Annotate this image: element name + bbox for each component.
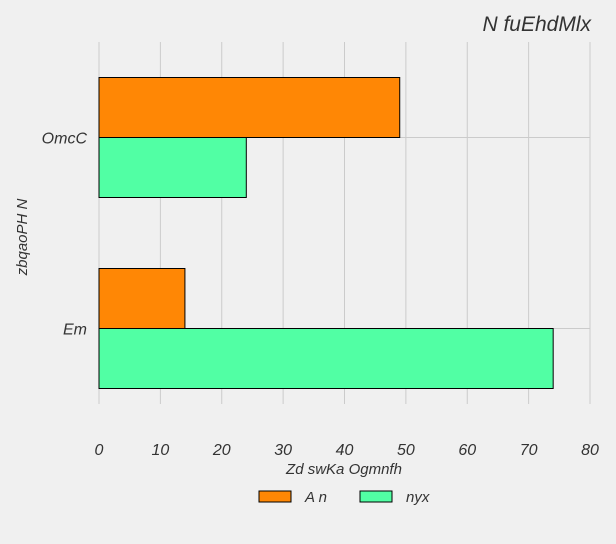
legend: A n nyx [258,489,430,506]
legend-label-0: A n [304,489,327,506]
x-axis-label: Zd swKa Ogmnfh [285,461,402,478]
chart-title: N fuEhdMlx [482,13,592,36]
x-tick-label: 0 [95,442,104,459]
x-tick-label: 30 [274,442,292,459]
x-tick-label: 40 [336,442,354,459]
x-ticks: 0 10 20 30 40 50 60 70 80 [95,442,599,459]
x-tick-label: 20 [212,442,231,459]
y-tick-label: Em [63,322,87,339]
x-tick-label: 80 [581,442,599,459]
bars [98,77,554,389]
x-tick-label: 60 [458,442,476,459]
bar-0-0 [98,77,401,138]
x-tick-label: 70 [520,442,538,459]
x-tick-label: 10 [151,442,169,459]
y-axis-label: zbqaoPH N [14,198,31,276]
x-tick-label: 50 [397,442,415,459]
y-ticks: OmcC Em [42,131,88,339]
legend-label-1: nyx [406,489,430,506]
legend-swatch-1 [359,490,393,503]
bar-1-0 [98,137,247,198]
y-tick-label: OmcC [42,131,88,148]
legend-swatch-0 [258,490,292,503]
bar-1-1 [98,328,554,389]
bar-0-1 [98,268,186,329]
